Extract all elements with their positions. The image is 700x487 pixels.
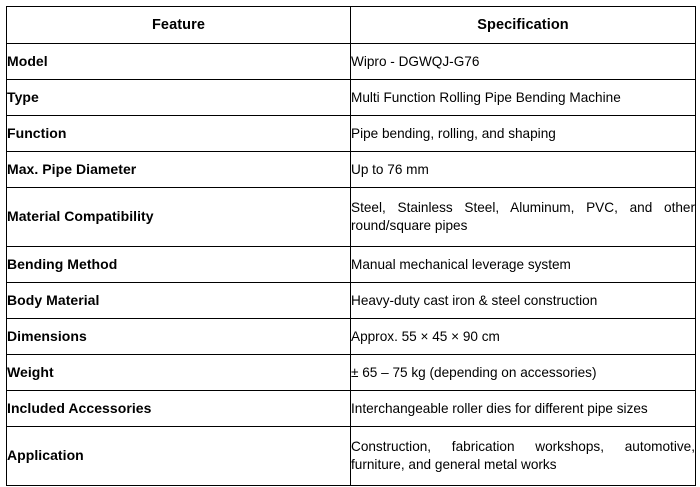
column-header-feature: Feature bbox=[6, 6, 351, 44]
table-header: Feature Specification bbox=[6, 6, 696, 44]
cell-feature: Max. Pipe Diameter bbox=[6, 151, 351, 188]
cell-specification: Wipro - DGWQJ-G76 bbox=[350, 43, 696, 80]
cell-specification: Up to 76 mm bbox=[350, 151, 696, 188]
cell-feature: Bending Method bbox=[6, 246, 351, 283]
cell-feature: Included Accessories bbox=[6, 390, 351, 427]
cell-feature: Type bbox=[6, 79, 351, 116]
table-row: Material Compatibility Steel, Stainless S… bbox=[6, 187, 696, 247]
cell-feature: Material Compatibility bbox=[6, 187, 351, 247]
table-row: Type Multi Function Rolling Pipe Bending … bbox=[6, 79, 696, 116]
table-row: Bending Method Manual mechanical leverage… bbox=[6, 246, 696, 283]
column-header-specification: Specification bbox=[350, 6, 696, 44]
cell-specification: ± 65 – 75 kg (depending on accessories) bbox=[350, 354, 696, 391]
cell-specification: Construction, fabrication workshops, aut… bbox=[350, 426, 696, 486]
table-row: Max. Pipe Diameter Up to 76 mm bbox=[6, 151, 696, 188]
cell-specification: Multi Function Rolling Pipe Bending Mach… bbox=[350, 79, 696, 116]
cell-feature: Weight bbox=[6, 354, 351, 391]
table-row: Application Construction, fabrication wor… bbox=[6, 426, 696, 486]
cell-feature: Model bbox=[6, 43, 351, 80]
table-row: Function Pipe bending, rolling, and shapi… bbox=[6, 115, 696, 152]
cell-feature: Dimensions bbox=[6, 318, 351, 355]
table-body: Model Wipro - DGWQJ-G76 Type Multi Function… bbox=[6, 43, 696, 486]
cell-specification: Pipe bending, rolling, and shaping bbox=[350, 115, 696, 152]
specification-table: Feature Specification Model Wipro - DGWQJ… bbox=[6, 6, 696, 486]
table-row: Body Material Heavy-duty cast iron & stee… bbox=[6, 282, 696, 319]
table-row: Weight ± 65 – 75 kg (depending on accesso… bbox=[6, 354, 696, 391]
cell-feature: Application bbox=[6, 426, 351, 486]
table-row: Dimensions Approx. 55 × 45 × 90 cm bbox=[6, 318, 696, 355]
cell-specification: Approx. 55 × 45 × 90 cm bbox=[350, 318, 696, 355]
cell-specification: Manual mechanical leverage system bbox=[350, 246, 696, 283]
cell-feature: Body Material bbox=[6, 282, 351, 319]
table-row: Included Accessories Interchangeable roll… bbox=[6, 390, 696, 427]
cell-specification: Interchangeable roller dies for differen… bbox=[350, 390, 696, 427]
cell-specification: Steel, Stainless Steel, Aluminum, PVC, a… bbox=[350, 187, 696, 247]
cell-feature: Function bbox=[6, 115, 351, 152]
table-row: Model Wipro - DGWQJ-G76 bbox=[6, 43, 696, 80]
cell-specification: Heavy-duty cast iron & steel constructio… bbox=[350, 282, 696, 319]
table-header-row: Feature Specification bbox=[6, 6, 696, 44]
